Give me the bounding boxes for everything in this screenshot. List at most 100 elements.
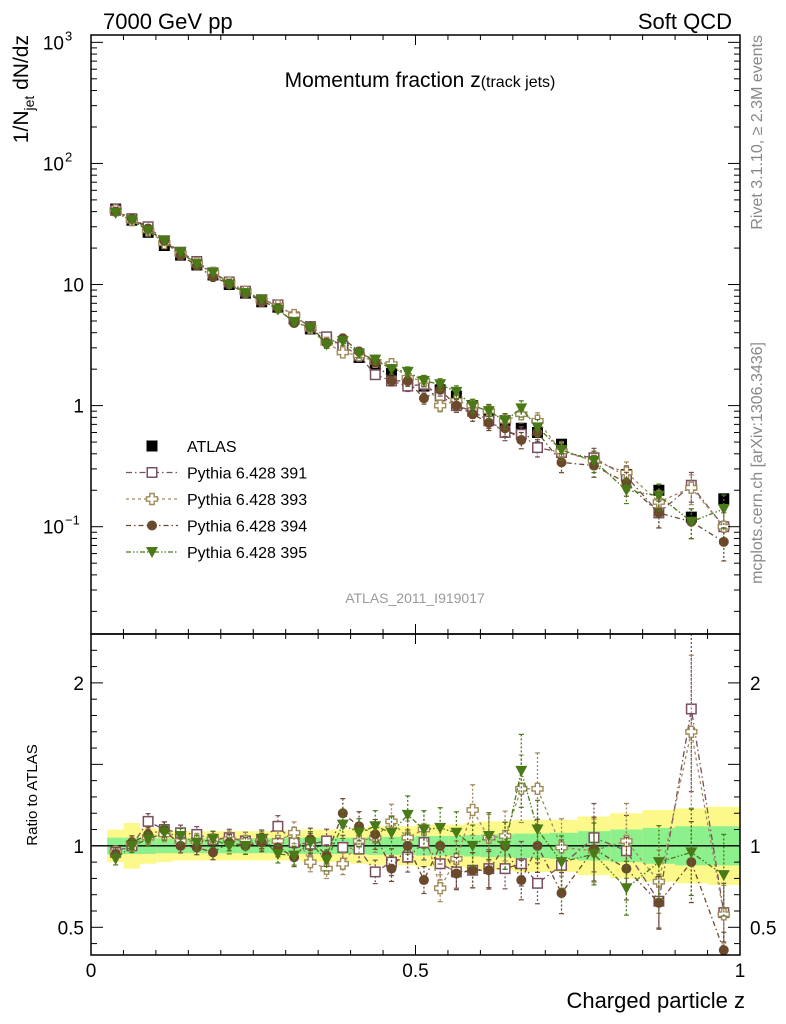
y-tick-exponent: 2 — [65, 149, 72, 164]
ratio-point — [435, 840, 446, 851]
ratio-point — [685, 725, 698, 738]
data-point — [620, 485, 633, 497]
data-point — [386, 375, 397, 386]
ratio-point — [353, 827, 366, 839]
legend: ATLAS Pythia 6.428 391 Pythia 6.428 393 Pyt… — [126, 439, 307, 562]
data-point — [685, 481, 698, 494]
ratio-point — [401, 809, 414, 821]
data-point — [288, 317, 301, 329]
legend-marker — [146, 440, 158, 452]
y-tick-label: 10 — [43, 518, 64, 539]
legend-marker — [147, 520, 157, 531]
ratio-point — [158, 827, 171, 839]
ratio-point — [516, 875, 527, 886]
ratio-point — [515, 765, 528, 777]
data-point — [515, 403, 528, 415]
ratio-series-0 — [110, 633, 730, 943]
ratio-point — [555, 841, 568, 854]
y-tick-exponent: 3 — [65, 28, 72, 43]
data-point — [718, 536, 729, 547]
legend-label: Pythia 6.428 391 — [187, 466, 307, 483]
data-point — [142, 225, 155, 237]
legend-marker — [145, 492, 159, 506]
y-tick-exponent: −1 — [65, 513, 80, 528]
x-tick-label: 1 — [735, 961, 746, 982]
data-point — [223, 279, 236, 291]
ratio-point — [320, 855, 333, 867]
legend-label: Pythia 6.428 395 — [187, 545, 307, 562]
data-point — [271, 304, 284, 316]
header-left: 7000 GeV pp — [103, 9, 233, 34]
ratio-point — [337, 841, 349, 853]
bottom-xlabel: Charged particle z — [566, 988, 745, 1013]
ratio-y-tick-label-right: 0.5 — [750, 918, 776, 939]
ratio-series-3 — [109, 733, 730, 917]
top-ylabel: 1/Njet dN/dz — [10, 35, 37, 143]
ratio-point — [287, 826, 301, 839]
legend-marker — [146, 467, 158, 478]
x-tick-label: 0 — [86, 961, 97, 982]
ratio-point — [208, 847, 219, 858]
y-tick-label: 10 — [43, 154, 64, 175]
bottom-ylabel: Ratio to ATLAS — [24, 744, 41, 845]
legend-marker — [146, 547, 158, 558]
ratio-y-tick-label: 1 — [73, 837, 84, 858]
ratio-y-tick-label: 2 — [73, 674, 84, 695]
data-point — [532, 442, 544, 454]
ratio-point — [717, 870, 730, 882]
ratio-point — [434, 822, 447, 834]
ratio-point — [515, 782, 528, 795]
ratio-point — [272, 820, 284, 832]
ratio-point — [418, 875, 429, 886]
data-point — [466, 400, 479, 412]
ratio-point — [466, 840, 479, 852]
data-point — [239, 288, 252, 300]
ratio-point — [717, 908, 730, 921]
ratio-point — [652, 857, 665, 869]
ratio-point — [385, 827, 398, 839]
data-point — [207, 267, 220, 279]
ratio-y-tick-label-right: 1 — [750, 837, 761, 858]
ratio-point — [620, 834, 633, 848]
ratio-point — [386, 863, 397, 874]
ratio-point — [653, 897, 664, 908]
data-point — [304, 322, 317, 334]
data-point — [531, 422, 544, 434]
ratio-point — [336, 857, 350, 870]
ratio-point — [685, 847, 698, 859]
ratio-point — [190, 837, 203, 849]
y-tick-label: 10 — [43, 33, 64, 54]
ratio-point — [450, 827, 463, 839]
top-title: Momentum fraction z(track jets) — [285, 69, 556, 92]
data-point — [500, 423, 511, 434]
ratio-point — [556, 888, 567, 899]
ratio-point — [207, 834, 220, 846]
legend-entry: Pythia 6.428 393 — [126, 492, 307, 509]
data-point — [353, 348, 366, 360]
ratio-point — [482, 831, 495, 843]
ratio-point — [718, 945, 729, 956]
data-point — [516, 435, 527, 446]
ratio-point — [621, 863, 632, 874]
series-4 — [109, 207, 730, 540]
data-point — [587, 455, 600, 467]
ratio-series-layer — [109, 633, 730, 956]
ratio-point — [336, 819, 349, 831]
ratio-series-1 — [109, 654, 730, 944]
data-point — [174, 247, 187, 259]
mcplots-label: mcplots.cern.ch [arXiv:1306.3436] — [749, 342, 766, 584]
legend-label: Pythia 6.428 394 — [187, 519, 307, 536]
data-point — [190, 258, 203, 270]
y-tick-label: 1 — [73, 397, 84, 418]
ratio-point — [402, 840, 413, 851]
data-point — [717, 504, 730, 516]
legend-entry: Pythia 6.428 394 — [126, 519, 307, 536]
data-point — [685, 516, 698, 528]
ratio-point — [531, 782, 544, 795]
ratio-point — [417, 824, 430, 836]
series-line — [115, 209, 725, 528]
data-point — [718, 493, 730, 505]
ratio-point — [620, 883, 633, 895]
x-tick-label: 0.5 — [402, 961, 428, 982]
legend-entry: ATLAS — [146, 439, 237, 456]
